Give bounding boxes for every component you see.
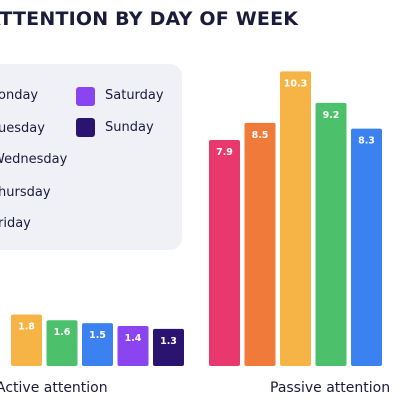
bar-tuesday-passive (244, 122, 276, 367)
bar-friday-passive (351, 128, 382, 366)
bar-saturday-active (117, 325, 149, 366)
legend-label-friday: riday (0, 216, 31, 231)
bar-label-monday-passive: 7.9 (216, 147, 233, 158)
bar-label-friday-active: 1.5 (89, 330, 106, 341)
x-label-active: Active attention (0, 380, 108, 396)
legend-swatch-sunday (76, 118, 95, 137)
bar-label-wednesday-passive: 10.3 (284, 78, 307, 89)
bar-label-thursday-active: 1.6 (54, 327, 71, 338)
bar-monday-passive (209, 140, 240, 366)
chart-title: ATTENTION BY DAY OF WEEK (0, 8, 299, 30)
legend-label-sunday: Sunday (105, 120, 154, 135)
bar-label-friday-passive: 8.3 (358, 136, 375, 147)
legend-label-tuesday: uesday (0, 121, 45, 136)
bar-label-thursday-passive: 9.2 (323, 110, 340, 121)
bar-thursday-passive (315, 102, 347, 366)
legend-label-saturday: Saturday (105, 88, 164, 103)
bar-friday-active (82, 323, 113, 366)
bar-thursday-active (46, 320, 78, 366)
bar-wednesday-active (11, 314, 42, 366)
bar-label-tuesday-passive: 8.5 (252, 130, 269, 141)
bar-label-sunday-active: 1.3 (160, 336, 177, 347)
x-label-passive: Passive attention (270, 380, 391, 396)
bar-label-saturday-active: 1.4 (125, 333, 142, 344)
bar-wednesday-passive (280, 71, 311, 367)
legend-label-wednesday: Wednesday (0, 152, 68, 167)
legend-label-thursday: hursday (0, 185, 51, 200)
bar-sunday-active (153, 328, 184, 366)
legend-label-monday: onday (0, 88, 39, 103)
legend-swatch-saturday (76, 87, 95, 106)
bar-label-wednesday-active: 1.8 (18, 322, 35, 333)
